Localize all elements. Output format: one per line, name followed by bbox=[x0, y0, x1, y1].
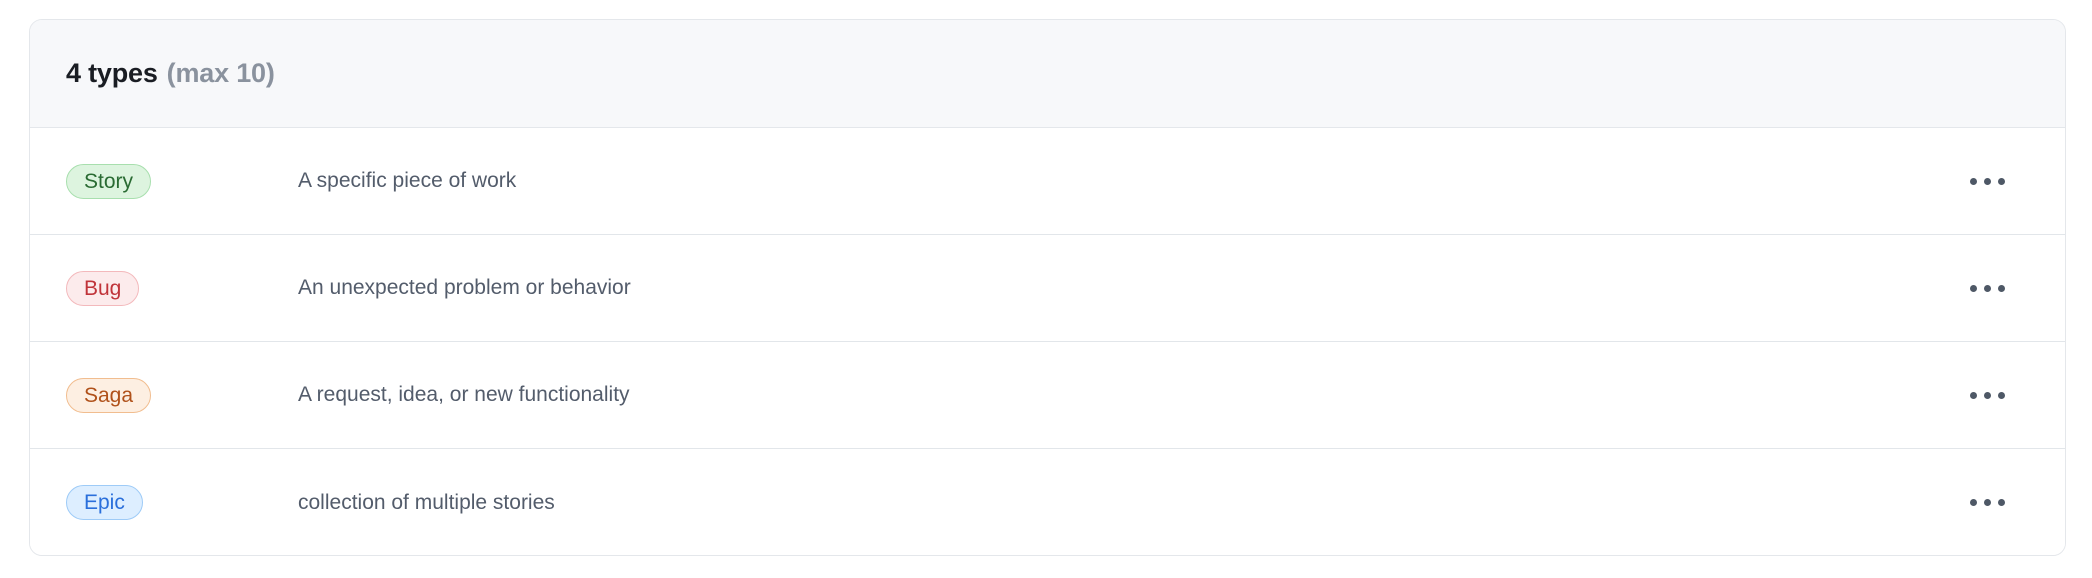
kebab-horizontal-icon bbox=[1983, 499, 1991, 506]
kebab-horizontal-icon bbox=[1969, 391, 1977, 399]
kebab-horizontal-icon bbox=[1983, 391, 1991, 399]
kebab-horizontal-icon bbox=[1997, 177, 2005, 185]
types-max-label: (max 10) bbox=[166, 58, 275, 88]
row-actions-cell bbox=[1915, 375, 2065, 415]
types-count-label: 4 types bbox=[66, 58, 158, 88]
kebab-horizontal-icon bbox=[1969, 284, 1977, 292]
row-actions-cell bbox=[1915, 483, 2065, 523]
type-badge-cell: Saga bbox=[30, 377, 298, 413]
row-actions-cell bbox=[1915, 161, 2065, 201]
kebab-horizontal-icon bbox=[1997, 284, 2005, 292]
kebab-horizontal-icon bbox=[1997, 499, 2005, 506]
row-menu-button-epic[interactable] bbox=[1959, 483, 2015, 523]
table-row[interactable]: Epic collection of multiple stories bbox=[30, 449, 2065, 555]
row-actions-cell bbox=[1915, 268, 2065, 308]
type-description: A request, idea, or new functionality bbox=[298, 383, 630, 406]
types-list: Story A specific piece of work Bug An un… bbox=[30, 128, 2065, 555]
type-badge-cell: Bug bbox=[30, 270, 298, 306]
type-badge-bug[interactable]: Bug bbox=[66, 270, 140, 306]
issue-types-card: 4 types (max 10) Story A specific piece o… bbox=[29, 19, 2066, 556]
row-menu-button-saga[interactable] bbox=[1959, 375, 2015, 415]
table-row[interactable]: Bug An unexpected problem or behavior bbox=[30, 235, 2065, 342]
kebab-horizontal-icon bbox=[1983, 177, 1991, 185]
kebab-horizontal-icon bbox=[1997, 391, 2005, 399]
type-description: collection of multiple stories bbox=[298, 490, 555, 514]
page-title: 4 types (max 10) bbox=[66, 58, 275, 89]
kebab-horizontal-icon bbox=[1969, 177, 1977, 185]
kebab-horizontal-icon bbox=[1983, 284, 1991, 292]
type-badge-cell: Epic bbox=[30, 485, 298, 520]
type-description: A specific piece of work bbox=[298, 169, 517, 192]
row-menu-button-bug[interactable] bbox=[1959, 268, 2015, 308]
card-header: 4 types (max 10) bbox=[30, 20, 2065, 128]
type-description: An unexpected problem or behavior bbox=[298, 276, 631, 299]
table-row[interactable]: Saga A request, idea, or new functionali… bbox=[30, 342, 2065, 449]
type-badge-story[interactable]: Story bbox=[66, 163, 152, 199]
kebab-horizontal-icon bbox=[1969, 499, 1977, 506]
type-badge-epic[interactable]: Epic bbox=[66, 485, 143, 520]
type-badge-saga[interactable]: Saga bbox=[66, 377, 152, 413]
table-row[interactable]: Story A specific piece of work bbox=[30, 128, 2065, 235]
type-badge-cell: Story bbox=[30, 163, 298, 199]
row-menu-button-story[interactable] bbox=[1959, 161, 2015, 201]
